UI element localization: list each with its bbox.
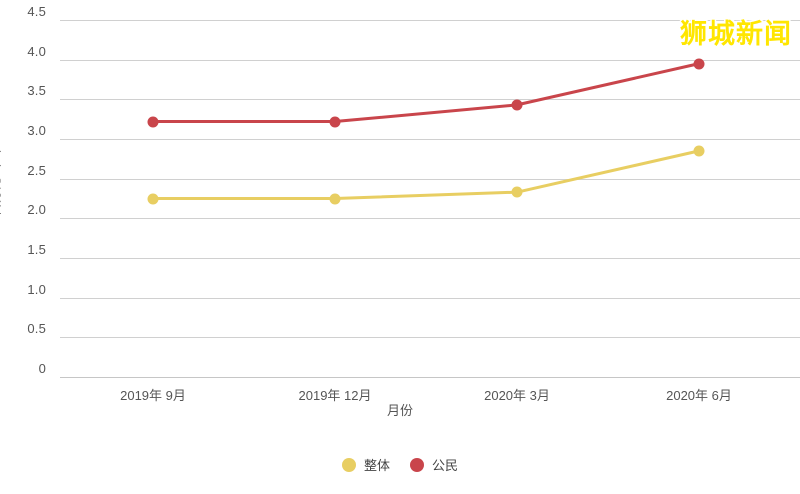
gridline	[60, 377, 800, 378]
gridline	[60, 59, 800, 61]
y-axis-tick-label: 3.0	[27, 123, 46, 138]
y-axis-tick-label: 4.0	[27, 43, 46, 59]
data-point-marker	[329, 193, 341, 204]
legend-item[interactable]: 整体	[341, 455, 390, 474]
chart-legend: 整体 公民	[0, 455, 800, 474]
gridline	[60, 218, 800, 220]
y-axis-tick-label: 4.5	[27, 4, 46, 19]
gridline	[60, 337, 800, 339]
gridline	[60, 20, 800, 21]
gridline	[60, 297, 800, 299]
y-axis-tick-label: 0.5	[27, 321, 46, 337]
data-point-marker	[511, 186, 523, 198]
plot-area	[60, 20, 800, 378]
y-axis-tick-label: 3.5	[27, 83, 46, 99]
y-axis-tick-label: 2.5	[27, 162, 46, 178]
y-axis-tick-label: 1.5	[27, 242, 46, 257]
y-axis-tick-label: 1.0	[27, 281, 46, 297]
x-axis-tick-label: 2020年 3月	[484, 388, 550, 403]
y-axis-tick-label: 0	[38, 361, 46, 376]
legend-item[interactable]: 公民	[410, 455, 458, 474]
gridline	[60, 258, 800, 259]
x-axis-title: 月份	[386, 403, 413, 418]
data-point-marker	[693, 145, 705, 157]
data-point-marker	[147, 116, 159, 128]
x-axis-tick-label: 2019年 12月	[298, 388, 372, 403]
gridline	[60, 139, 800, 140]
gridline	[60, 178, 800, 180]
legend-label: 整体	[363, 458, 390, 473]
data-point-marker	[147, 193, 159, 204]
gridline	[60, 99, 800, 101]
y-axis-tick-label: 2.0	[27, 202, 46, 218]
data-point-marker	[329, 116, 341, 128]
data-point-marker	[693, 58, 705, 70]
x-axis-tick-label: 2019年 9月	[120, 388, 186, 403]
legend-swatch-circle-icon	[410, 457, 424, 472]
x-axis-tick-label: 2020年 6月	[666, 388, 732, 403]
legend-swatch-circle-icon	[341, 457, 356, 472]
legend-label: 公民	[432, 458, 459, 473]
watermark-text: 狮城新闻	[680, 19, 792, 50]
data-point-marker	[511, 99, 523, 111]
